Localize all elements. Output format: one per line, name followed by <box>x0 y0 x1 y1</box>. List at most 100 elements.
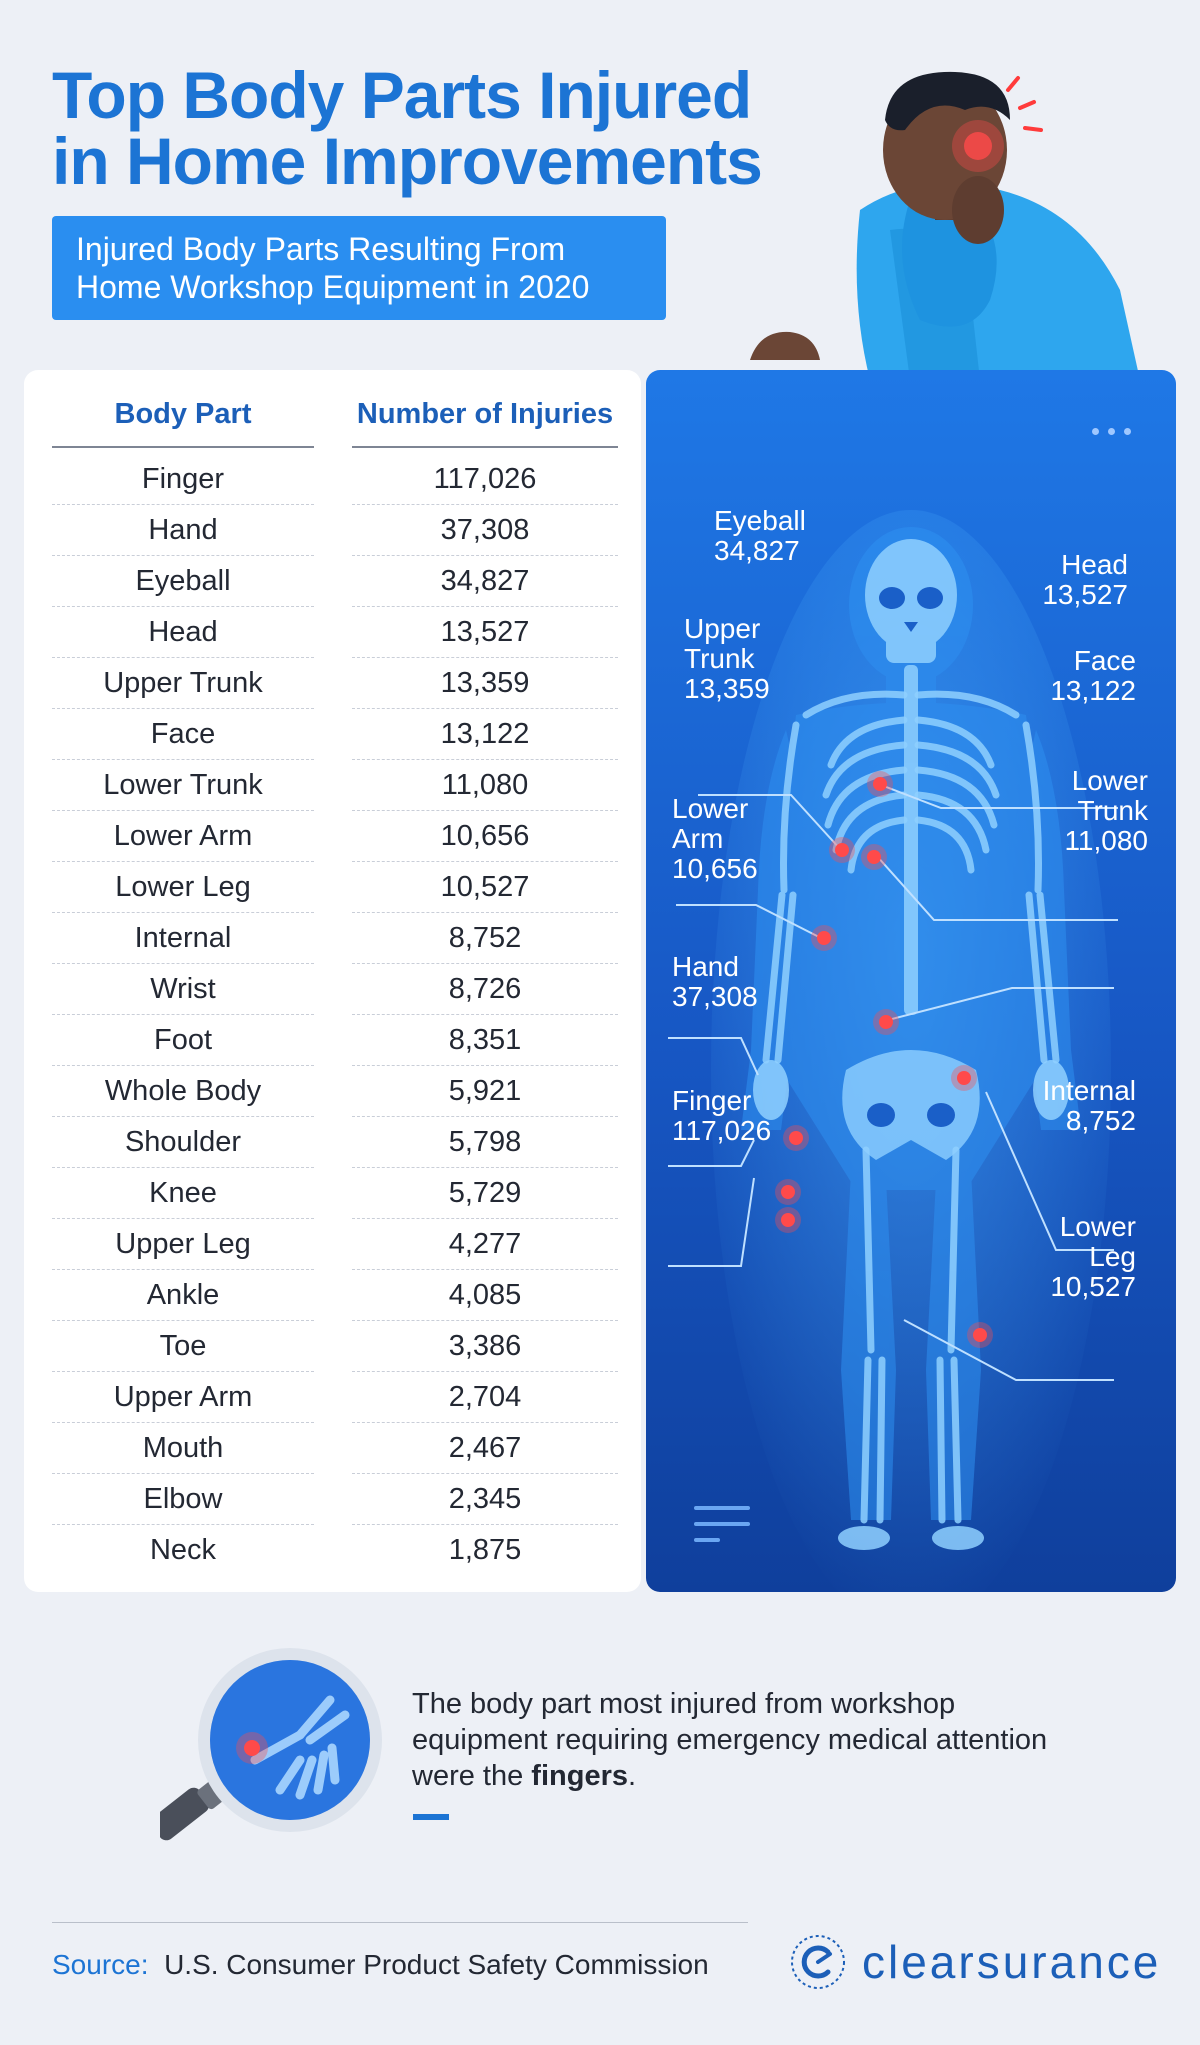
injury-count-cell: 13,527 <box>352 607 618 658</box>
label-internal: Internal 8,752 <box>1042 1075 1136 1136</box>
table-header-body-part: Body Part <box>114 398 252 430</box>
table-row: Toe 3,386 <box>52 1321 618 1372</box>
label-lower-trunk: Lower Trunk 11,080 <box>1064 765 1148 856</box>
footer-divider <box>52 1922 748 1923</box>
body-part-cell: Elbow <box>52 1474 314 1525</box>
subtitle-banner: Injured Body Parts Resulting From Home W… <box>52 216 666 320</box>
table-header-injuries: Number of Injuries <box>356 398 614 430</box>
injury-count-cell: 5,798 <box>352 1117 618 1168</box>
table-row: Lower Arm 10,656 <box>52 811 618 862</box>
clearsurance-logo-icon <box>791 1935 845 1989</box>
injury-count-cell: 2,345 <box>352 1474 618 1525</box>
label-lower-arm: Lower Arm 10,656 <box>672 793 758 884</box>
table-row: Lower Leg 10,527 <box>52 862 618 913</box>
body-part-cell: Eyeball <box>52 556 314 607</box>
table-row: Upper Leg 4,277 <box>52 1219 618 1270</box>
body-part-cell: Whole Body <box>52 1066 314 1117</box>
body-part-cell: Upper Arm <box>52 1372 314 1423</box>
injury-count-cell: 13,359 <box>352 658 618 709</box>
brand-logo-text: clearsurance <box>862 1936 1162 1988</box>
injury-count-cell: 4,277 <box>352 1219 618 1270</box>
body-part-cell: Shoulder <box>52 1117 314 1168</box>
label-lower-leg: Lower Leg 10,527 <box>1050 1211 1136 1302</box>
body-part-cell: Face <box>52 709 314 760</box>
skeleton-panel: Eyeball 34,827 Head 13,527 Upper Trunk 1… <box>646 370 1176 1592</box>
skeleton-illustration <box>668 510 1118 1592</box>
table-row: Hand 37,308 <box>52 505 618 556</box>
injury-count-cell: 11,080 <box>352 760 618 811</box>
injury-count-cell: 5,921 <box>352 1066 618 1117</box>
table-row: Mouth 2,467 <box>52 1423 618 1474</box>
body-part-cell: Lower Leg <box>52 862 314 913</box>
table-row: Eyeball 34,827 <box>52 556 618 607</box>
page-title: Top Body Parts Injured in Home Improveme… <box>52 62 812 194</box>
injury-count-cell: 8,752 <box>352 913 618 964</box>
injury-count-cell: 2,704 <box>352 1372 618 1423</box>
header-underline <box>52 446 314 448</box>
body-part-cell: Knee <box>52 1168 314 1219</box>
body-part-cell: Mouth <box>52 1423 314 1474</box>
body-part-cell: Wrist <box>52 964 314 1015</box>
body-part-cell: Lower Trunk <box>52 760 314 811</box>
man-neck-pain-illustration <box>750 71 1140 380</box>
title-line-1: Top Body Parts Injured <box>52 58 752 132</box>
injury-count-cell: 37,308 <box>352 505 618 556</box>
table-row: Whole Body 5,921 <box>52 1066 618 1117</box>
table-row: Neck 1,875 <box>52 1525 618 1576</box>
label-eyeball: Eyeball 34,827 <box>714 505 806 566</box>
label-upper-trunk: Upper Trunk 13,359 <box>684 613 770 704</box>
source-line: Source: U.S. Consumer Product Safety Com… <box>52 1949 709 1980</box>
body-part-cell: Upper Trunk <box>52 658 314 709</box>
table-row: Ankle 4,085 <box>52 1270 618 1321</box>
table-row: Internal 8,752 <box>52 913 618 964</box>
table-row: Elbow 2,345 <box>52 1474 618 1525</box>
title-line-2: in Home Improvements <box>52 124 763 198</box>
magnifier-hand-icon <box>160 1648 382 1841</box>
injury-count-cell: 1,875 <box>448 1534 522 1566</box>
header-underline <box>352 446 618 448</box>
menu-lines-icon <box>694 1506 754 1550</box>
summary-note: The body part most injured from workshop… <box>412 1688 1048 1792</box>
table-row: Upper Trunk 13,359 <box>52 658 618 709</box>
injury-count-cell: 10,527 <box>352 862 618 913</box>
label-hand: Hand 37,308 <box>672 951 758 1012</box>
body-part-cell: Finger <box>52 454 314 505</box>
injury-count-cell: 117,026 <box>352 454 618 505</box>
injury-count-cell: 5,729 <box>352 1168 618 1219</box>
injury-count-cell: 8,351 <box>352 1015 618 1066</box>
body-part-cell: Lower Arm <box>52 811 314 862</box>
injury-markers <box>775 771 993 1348</box>
table-row: Shoulder 5,798 <box>52 1117 618 1168</box>
injury-count-cell: 2,467 <box>352 1423 618 1474</box>
label-face: Face 13,122 <box>1050 645 1136 706</box>
subtitle-line-2: Home Workshop Equipment in 2020 <box>76 269 590 305</box>
table-row: Wrist 8,726 <box>52 964 618 1015</box>
more-dots-icon <box>1092 422 1140 435</box>
body-part-cell: Foot <box>52 1015 314 1066</box>
table-row: Upper Arm 2,704 <box>52 1372 618 1423</box>
injury-count-cell: 4,085 <box>352 1270 618 1321</box>
body-part-cell: Toe <box>52 1321 314 1372</box>
injury-count-cell: 8,726 <box>352 964 618 1015</box>
body-part-cell: Upper Leg <box>52 1219 314 1270</box>
injury-count-cell: 3,386 <box>352 1321 618 1372</box>
table-row: Lower Trunk 11,080 <box>52 760 618 811</box>
label-finger: Finger 117,026 <box>672 1085 772 1146</box>
table-row: Head 13,527 <box>52 607 618 658</box>
injury-table-card <box>24 370 641 1592</box>
table-row: Finger 117,026 <box>52 454 618 505</box>
body-part-cell: Head <box>52 607 314 658</box>
body-part-cell: Neck <box>149 1534 217 1566</box>
body-part-cell: Ankle <box>52 1270 314 1321</box>
body-part-cell: Hand <box>52 505 314 556</box>
injury-count-cell: 10,656 <box>352 811 618 862</box>
injury-count-cell: 34,827 <box>352 556 618 607</box>
body-part-cell: Internal <box>52 913 314 964</box>
label-head: Head 13,527 <box>1042 549 1128 610</box>
table-row: Face 13,122 <box>52 709 618 760</box>
accent-dash <box>413 1814 449 1820</box>
table-row: Knee 5,729 <box>52 1168 618 1219</box>
table-row: Foot 8,351 <box>52 1015 618 1066</box>
subtitle-line-1: Injured Body Parts Resulting From <box>76 231 566 267</box>
injury-count-cell: 13,122 <box>352 709 618 760</box>
